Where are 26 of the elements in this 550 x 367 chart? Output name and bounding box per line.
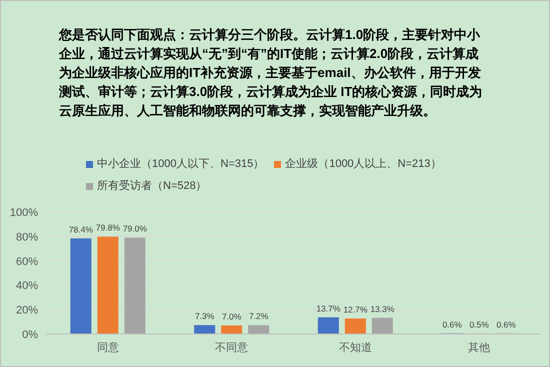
y-tick-label: 0% <box>22 329 38 341</box>
data-label: 13.3% <box>370 304 395 314</box>
data-label: 0.6% <box>442 319 462 330</box>
x-tick-label: 不同意 <box>215 341 248 354</box>
legend-label: 所有受访者（N=528） <box>96 178 207 194</box>
x-tick-label: 其他 <box>468 341 490 354</box>
y-tick-label: 20% <box>16 304 38 317</box>
y-tick-label: 80% <box>16 231 38 244</box>
data-label: 78.4% <box>68 224 94 234</box>
legend-label: 企业级（1000人以上、N=213） <box>284 157 442 172</box>
data-label: 0.5% <box>469 319 490 330</box>
y-tick-label: 60% <box>16 256 38 268</box>
chart-title: 您是否认同下面观点：云计算分三个阶段。云计算1.0阶段，主要针对中小企业，通过云计算实现从“无”到“有”的IT使能；云计算2.0阶段，云计算成为企业级非核心应用的IT补充资源，主要基于email、办公软件，用于开发测试、审计等；云计算3.0阶段，云计算成为企业 IT的核心资源，同时成为云原生应用、人工智能和物联网的可靠支撑，实现智能产业升级。 <box>59 26 484 120</box>
data-label: 7.2% <box>248 311 269 322</box>
data-label: 7.3% <box>194 311 215 322</box>
y-tick-label: 100% <box>10 207 38 219</box>
y-tick-label: 40% <box>16 280 38 292</box>
legend-label: 中小企业（1000人以下、N=315） <box>96 157 264 172</box>
data-label: 79.0% <box>122 224 148 234</box>
data-label: 79.8% <box>96 222 120 233</box>
data-label: 13.7% <box>316 303 341 314</box>
x-tick-label: 同意 <box>96 341 119 354</box>
data-label: 7.0% <box>222 311 242 322</box>
data-label: 0.6% <box>496 319 516 330</box>
data-label: 12.7% <box>343 304 368 315</box>
x-tick-label: 不知道 <box>338 342 372 354</box>
